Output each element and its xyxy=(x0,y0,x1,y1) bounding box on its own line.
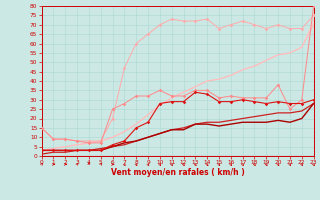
X-axis label: Vent moyen/en rafales ( km/h ): Vent moyen/en rafales ( km/h ) xyxy=(111,168,244,177)
